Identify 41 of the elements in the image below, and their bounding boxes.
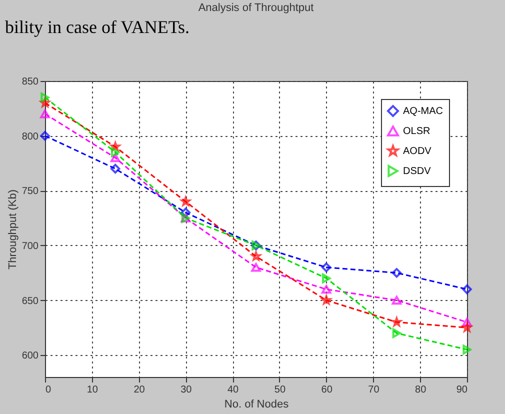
x-tick-label: 30 [180, 384, 192, 396]
y-tick-label: 600 [22, 350, 39, 362]
x-tick-label: 40 [227, 384, 240, 396]
y-tick-label: 650 [22, 296, 39, 307]
x-tick-label: 10 [86, 384, 98, 396]
y-tick-label: 800 [22, 131, 39, 142]
point [110, 164, 120, 174]
legend-label: OLSR [403, 126, 430, 137]
x-tick-label: 60 [321, 384, 333, 396]
x-tick-label: 70 [368, 384, 380, 396]
point [321, 284, 332, 294]
x-axis-title: No. of Nodes [224, 398, 290, 410]
legend-label: DSDV [403, 166, 432, 177]
x-tick-label: 80 [415, 384, 427, 396]
point [110, 147, 120, 158]
y-tick-label: 750 [22, 186, 39, 198]
text: bility in case of VANETs. [5, 17, 190, 37]
chart-title: Analysis of Throughtput [198, 2, 314, 14]
point [180, 208, 191, 218]
point [462, 284, 472, 294]
point [110, 153, 120, 162]
y-axis-title: Throughput (Kb) [6, 189, 19, 270]
point [322, 273, 331, 284]
x-tick-label: 0 [46, 384, 52, 396]
point [462, 318, 472, 327]
y-tick-label: 700 [22, 240, 39, 252]
point [462, 344, 472, 354]
x-tick-label: 20 [134, 384, 146, 396]
legend-label: AQ-MAC [403, 106, 443, 117]
point [392, 268, 402, 278]
y-tick-label: 850 [22, 76, 39, 88]
point [40, 130, 50, 141]
point [40, 92, 50, 102]
legend-label: AODV [403, 146, 432, 157]
point [251, 263, 261, 272]
x-tick-label: 50 [274, 384, 286, 396]
point [321, 262, 332, 272]
point [392, 296, 402, 305]
x-tick-label: 90 [456, 384, 468, 396]
point [40, 110, 50, 118]
point [392, 328, 402, 338]
